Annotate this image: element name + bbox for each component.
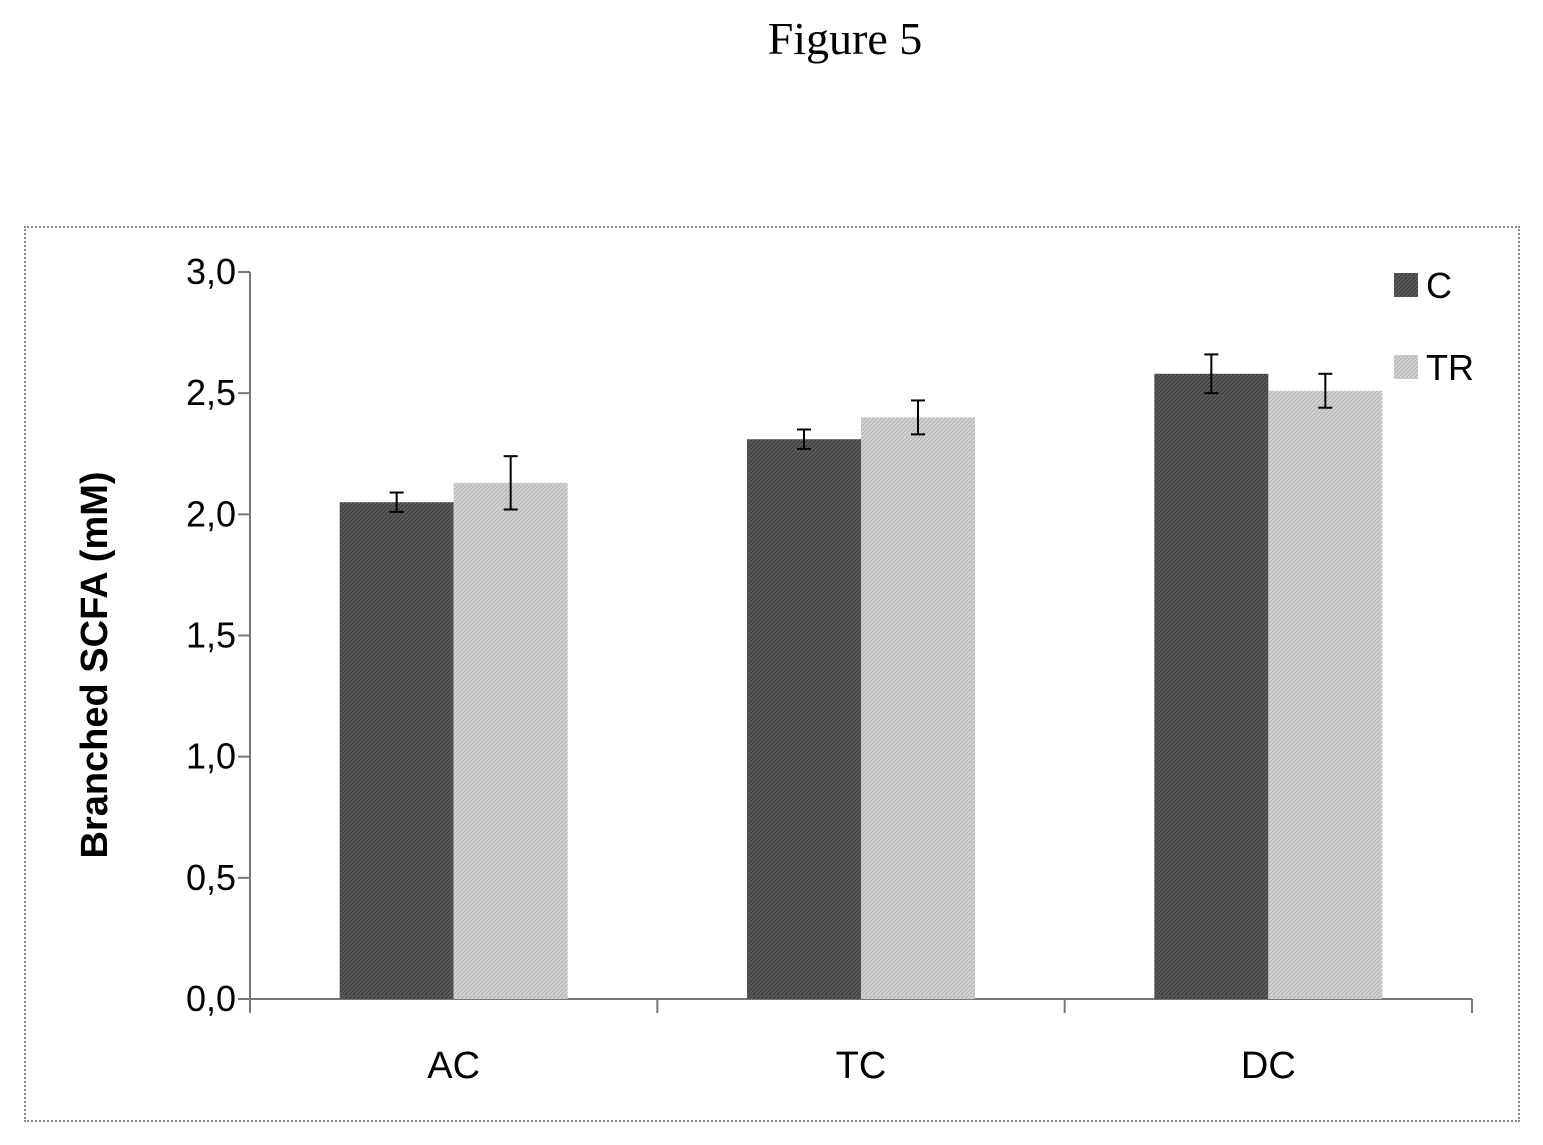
bar-TR-TC [861, 417, 975, 999]
legend-label-TR: TR [1426, 347, 1474, 388]
y-tick-label: 0,0 [186, 978, 236, 1019]
bar-C-DC [1154, 373, 1269, 999]
y-axis-title: Branched SCFA (mM) [74, 471, 116, 858]
legend-label-C: C [1426, 265, 1452, 306]
bar-C-TC [747, 439, 861, 1000]
x-category-label: TC [836, 1045, 887, 1087]
y-tick-label: 3,0 [186, 251, 236, 292]
chart-frame [24, 226, 1520, 1122]
x-category-label: DC [1241, 1045, 1296, 1087]
bar-TR-AC [453, 482, 568, 1000]
x-category-label: AC [427, 1045, 480, 1087]
y-tick-label: 1,5 [186, 615, 236, 656]
y-tick-label: 1,0 [186, 736, 236, 777]
y-tick-label: 2,0 [186, 493, 236, 534]
y-tick-label: 2,5 [186, 372, 236, 413]
figure-title: Figure 5 [767, 13, 923, 64]
bar-TR-DC [1268, 390, 1383, 999]
y-tick-label: 0,5 [186, 857, 236, 898]
bar-C-AC [339, 502, 454, 999]
legend-swatch-TR [1394, 355, 1418, 379]
legend-swatch-C [1394, 273, 1418, 297]
